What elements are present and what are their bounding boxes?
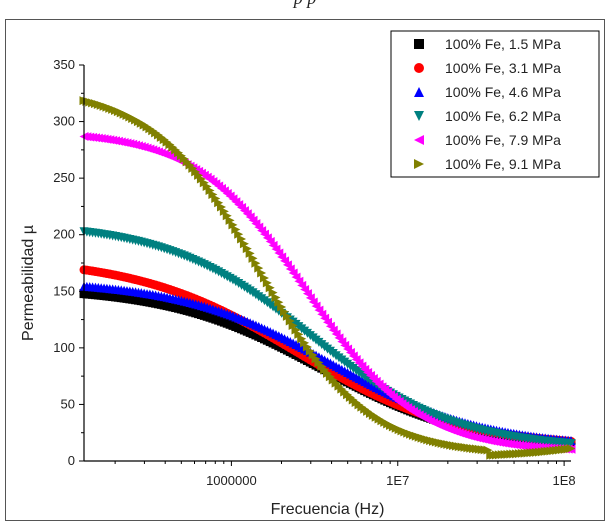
y-tick-label: 100	[53, 340, 75, 355]
data-point	[239, 239, 249, 249]
data-point	[231, 225, 241, 235]
legend-label: 100% Fe, 1.5 MPa	[445, 36, 561, 52]
legend-label: 100% Fe, 4.6 MPa	[445, 84, 561, 100]
data-point	[257, 268, 267, 278]
data-point	[211, 194, 221, 204]
data-point	[196, 174, 206, 184]
data-point	[251, 258, 261, 268]
outer-border	[5, 19, 605, 521]
data-point	[237, 234, 247, 244]
y-tick-label: 350	[53, 57, 75, 72]
data-point	[242, 244, 252, 254]
series-4	[79, 227, 576, 449]
legend-marker	[414, 111, 424, 121]
y-axis-label: Permeabilidad µ	[20, 225, 37, 341]
data-point	[259, 273, 269, 283]
data-point	[566, 439, 576, 449]
data-point	[219, 206, 229, 216]
x-tick-label: 1000000	[206, 473, 257, 488]
y-tick-label: 150	[53, 283, 75, 298]
data-point	[274, 297, 284, 307]
data-point	[305, 346, 315, 356]
data-point	[268, 288, 278, 298]
series-6	[79, 96, 576, 460]
data-point	[262, 278, 272, 288]
y-tick-label: 250	[53, 170, 75, 185]
data-point	[280, 307, 290, 317]
data-point	[225, 215, 235, 225]
legend-marker	[414, 63, 424, 73]
legend-label: 100% Fe, 7.9 MPa	[445, 132, 561, 148]
y-tick-label: 300	[53, 114, 75, 129]
data-point	[285, 316, 295, 326]
data-point	[291, 325, 301, 335]
data-point	[222, 211, 232, 221]
data-point	[265, 283, 275, 293]
legend-marker	[414, 87, 424, 97]
legend-label: 100% Fe, 6.2 MPa	[445, 108, 561, 124]
data-point	[308, 350, 318, 360]
data-point	[311, 354, 321, 364]
data-point	[277, 302, 287, 312]
data-point	[254, 263, 264, 273]
data-point	[300, 338, 310, 348]
y-tick-label: 50	[61, 396, 75, 411]
legend-box	[390, 30, 600, 178]
data-point	[483, 445, 493, 455]
data-point	[288, 321, 298, 331]
legend-label: 100% Fe, 3.1 MPa	[445, 60, 561, 76]
x-tick-label: 1E8	[553, 473, 576, 488]
data-point	[217, 202, 227, 212]
y-tick-label: 200	[53, 227, 75, 242]
legend: 100% Fe, 1.5 MPa 100% Fe, 3.1 MPa 100% Fe,…	[390, 30, 600, 178]
data-point	[208, 189, 218, 199]
data-point	[566, 444, 576, 454]
page-caption-fragment: p p	[0, 0, 610, 9]
data-point	[294, 329, 304, 339]
data-point	[228, 220, 238, 230]
data-point	[245, 248, 255, 258]
y-tick-label: 0	[68, 453, 75, 468]
data-point	[248, 253, 258, 263]
data-point	[199, 178, 209, 188]
data-point	[302, 342, 312, 352]
legend-label: 100% Fe, 9.1 MPa	[445, 156, 561, 172]
plot-area	[79, 96, 576, 460]
axes: 0 50 100 150 200 250 300 350 1000000 1E7 1E8 Frecue…	[20, 57, 576, 518]
x-tick-label: 1E7	[386, 473, 409, 488]
data-point	[205, 185, 215, 195]
data-point	[214, 198, 224, 208]
data-point	[271, 292, 281, 302]
data-point	[297, 334, 307, 344]
data-point	[202, 182, 212, 192]
legend-marker	[414, 39, 424, 49]
data-point	[234, 229, 244, 239]
x-axis-label: Frecuencia (Hz)	[271, 501, 385, 518]
data-point	[282, 311, 292, 321]
legend-marker	[414, 159, 424, 169]
legend-marker	[414, 135, 424, 145]
